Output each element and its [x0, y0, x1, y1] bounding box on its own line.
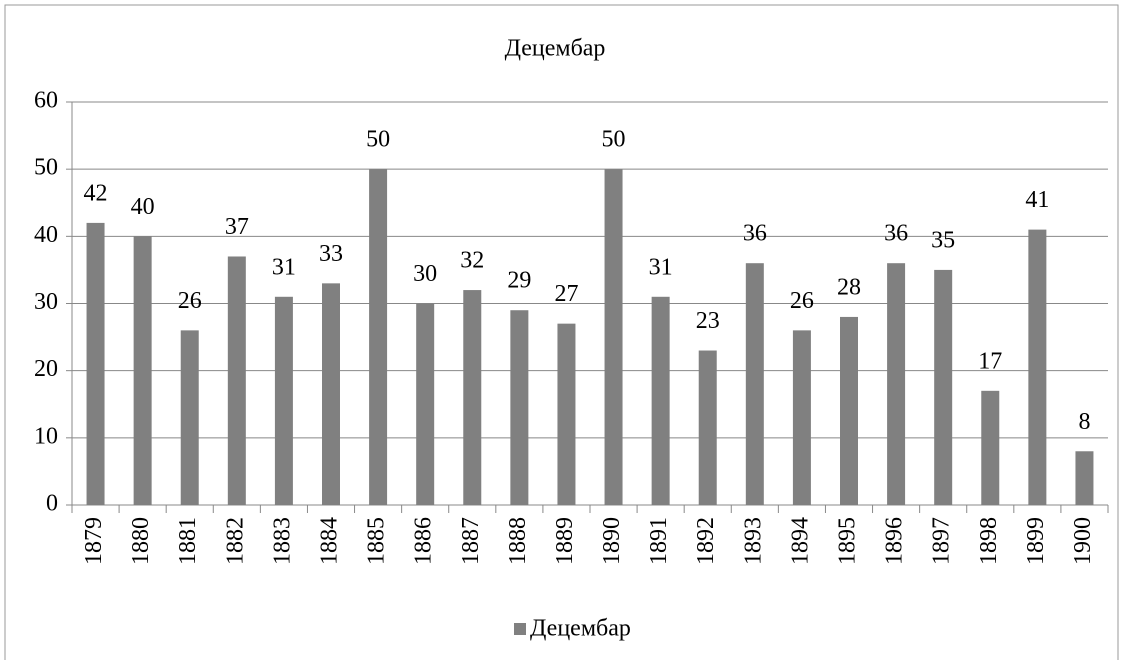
- bar: [86, 222, 105, 505]
- x-tick-label: 1890: [599, 517, 625, 565]
- y-tick-label: 10: [34, 423, 58, 449]
- bar: [698, 350, 717, 505]
- data-label: 8: [1078, 409, 1090, 435]
- bar: [557, 323, 576, 505]
- bar: [981, 390, 1000, 505]
- bar: [792, 330, 811, 505]
- data-label: 30: [413, 261, 437, 287]
- data-label: 29: [507, 268, 531, 294]
- data-label: 41: [1025, 187, 1049, 213]
- data-label: 32: [460, 248, 484, 274]
- y-tick-label: 40: [34, 222, 58, 248]
- bar: [651, 296, 670, 505]
- x-tick-label: 1884: [317, 517, 343, 565]
- bar: [463, 290, 482, 505]
- data-label: 17: [978, 348, 1002, 374]
- bar: [227, 256, 246, 505]
- x-tick-label: 1895: [835, 517, 861, 565]
- x-tick-label: 1899: [1023, 517, 1049, 565]
- data-label: 37: [225, 214, 249, 240]
- data-label: 31: [272, 254, 296, 280]
- x-tick-label: 1885: [364, 517, 390, 565]
- x-tick-label: 1889: [552, 517, 578, 565]
- data-label: 36: [884, 221, 908, 247]
- bar: [840, 316, 858, 505]
- bar: [133, 236, 152, 506]
- bar: [416, 303, 435, 505]
- x-tick-label: 1883: [269, 517, 295, 565]
- bar: [369, 169, 388, 505]
- x-tick-label: 1879: [81, 517, 107, 565]
- data-label: 35: [931, 227, 955, 253]
- x-tick-label: 1898: [976, 517, 1002, 565]
- data-label: 33: [319, 241, 343, 267]
- data-label: 42: [84, 180, 108, 206]
- x-tick-label: 1888: [505, 517, 531, 565]
- x-tick-label: 1887: [458, 517, 484, 565]
- x-tick-label: 1892: [693, 517, 719, 565]
- bar: [887, 263, 906, 505]
- y-tick-label: 60: [34, 88, 58, 114]
- data-label: 40: [131, 194, 155, 220]
- data-label: 31: [649, 254, 673, 280]
- x-tick-label: 1900: [1070, 517, 1096, 565]
- x-tick-label: 1880: [128, 517, 154, 565]
- bar: [510, 310, 529, 505]
- y-tick-label: 20: [34, 356, 58, 382]
- data-label: 26: [790, 288, 814, 314]
- x-tick-label: 1894: [787, 517, 813, 565]
- legend-label: Децембар: [530, 616, 631, 642]
- x-tick-label: 1891: [646, 517, 672, 565]
- x-tick-label: 1893: [740, 517, 766, 565]
- bar: [1028, 229, 1047, 505]
- bar: [745, 263, 764, 505]
- data-label: 28: [837, 274, 861, 300]
- bar: [274, 296, 293, 505]
- x-tick-label: 1897: [929, 517, 955, 565]
- data-label: 50: [602, 127, 626, 153]
- bar: [322, 283, 340, 505]
- chart-border: [4, 4, 1119, 660]
- bar: [604, 169, 623, 505]
- y-tick-label: 0: [46, 491, 58, 517]
- x-tick-label: 1881: [175, 517, 201, 565]
- data-label: 50: [366, 127, 390, 153]
- x-tick-label: 1882: [222, 517, 248, 565]
- bar: [934, 269, 953, 505]
- chart-title: Децембар: [505, 36, 606, 62]
- bar: [1075, 451, 1094, 505]
- data-label: 26: [178, 288, 202, 314]
- y-tick-label: 30: [34, 289, 58, 315]
- bar: [180, 330, 199, 505]
- data-label: 27: [554, 281, 578, 307]
- legend-swatch: [514, 623, 526, 635]
- data-label: 36: [743, 221, 767, 247]
- x-tick-label: 1886: [411, 517, 437, 565]
- data-label: 23: [696, 308, 720, 334]
- x-tick-label: 1896: [882, 517, 908, 565]
- y-tick-label: 50: [34, 155, 58, 181]
